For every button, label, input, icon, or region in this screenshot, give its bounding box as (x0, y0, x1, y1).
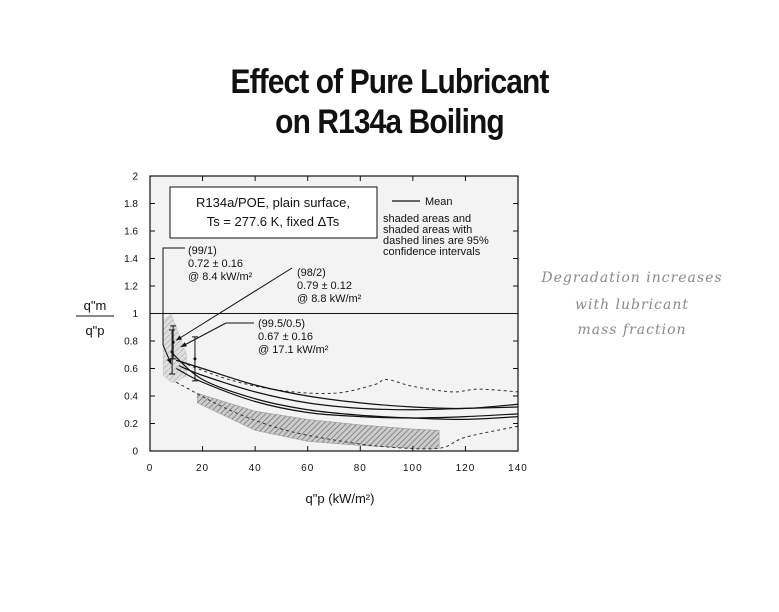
leader-3-arrow (180, 322, 227, 348)
confidence-band-1 (197, 392, 440, 449)
slide-title-line-2: on R134a Boiling (275, 103, 505, 141)
info-box-line-2: Ts = 277.6 K, fixed ΔTs (207, 214, 340, 229)
annotation-1-line-2: 0.72 ± 0.16 (188, 258, 243, 270)
y-tick-label-6: 1.2 (124, 282, 138, 293)
annotation-1-line-1: (99/1) (188, 245, 217, 257)
leader-2-arrow (175, 267, 293, 341)
annotation-2-line-1: (98/2) (297, 267, 326, 279)
leader-2-arrow-head (176, 335, 183, 341)
side-note-line-3: mass fraction (577, 322, 687, 338)
legend-note-line-4: confidence intervals (383, 246, 481, 258)
annotation-2-line-3: @ 8.8 kW/m² (297, 293, 362, 305)
y-tick-label-8: 1.6 (124, 227, 138, 238)
y-tick-label-4: 0.8 (124, 337, 138, 348)
info-box-line-1: R134a/POE, plain surface, (196, 195, 350, 210)
x-tick-label-6: 120 (456, 463, 476, 474)
legend-note-line-3: dashed lines are 95% (383, 235, 489, 247)
x-tick-label-7: 140 (508, 463, 528, 474)
annotation-3-line-2: 0.67 ± 0.16 (258, 331, 313, 343)
x-tick-label-0: 0 (147, 463, 154, 474)
dashed-bound-2 (176, 381, 519, 450)
leader-1-arrow-head (166, 358, 172, 364)
legend-note-line-2: shaded areas with (383, 224, 472, 236)
slide-title-line-1: Effect of Pure Lubricant (230, 63, 549, 101)
annotation-3-line-1: (99.5/0.5) (258, 318, 305, 330)
x-tick-label-5: 100 (403, 463, 423, 474)
y-tick-label-5: 1 (132, 309, 138, 320)
x-tick-label-2: 40 (249, 463, 262, 474)
legend-note-line-1: shaded areas and (383, 213, 471, 225)
y-tick-label-0: 0 (132, 447, 138, 458)
info-box (169, 186, 378, 239)
mean-curve-3 (176, 367, 519, 419)
y-axis-label-numerator: q"m (84, 298, 107, 313)
x-tick-label-4: 80 (354, 463, 367, 474)
x-tick-label-1: 20 (196, 463, 209, 474)
confidence-band-2 (162, 313, 188, 383)
annotation-1-line-3: @ 8.4 kW/m² (188, 271, 253, 283)
leader-1-path (162, 247, 185, 345)
side-note-line-1: Degradation increases (541, 270, 723, 286)
annotation-3-line-3: @ 17.1 kW/m² (258, 344, 329, 356)
data-point-3 (193, 357, 197, 361)
mean-curve-4 (170, 351, 519, 421)
legend-mean-label: Mean (425, 196, 453, 208)
y-tick-label-9: 1.8 (124, 199, 138, 210)
y-tick-label-7: 1.4 (124, 254, 138, 265)
mean-curve-2 (178, 365, 519, 411)
annotation-2-line-2: 0.79 ± 0.12 (297, 280, 352, 292)
y-tick-label-3: 0.6 (124, 364, 138, 375)
leader-3-arrow-head (180, 342, 187, 347)
x-tick-label-3: 60 (301, 463, 314, 474)
y-axis-label-denominator: q"p (85, 323, 104, 338)
y-tick-label-2: 0.4 (124, 392, 138, 403)
side-note-line-2: with lubricant (574, 297, 689, 313)
data-point-2 (171, 340, 175, 344)
dashed-bound-1 (176, 359, 519, 395)
y-tick-label-1: 0.2 (124, 419, 138, 430)
x-axis-label: q"p (kW/m²) (306, 491, 375, 506)
y-tick-label-10: 2 (132, 172, 138, 183)
